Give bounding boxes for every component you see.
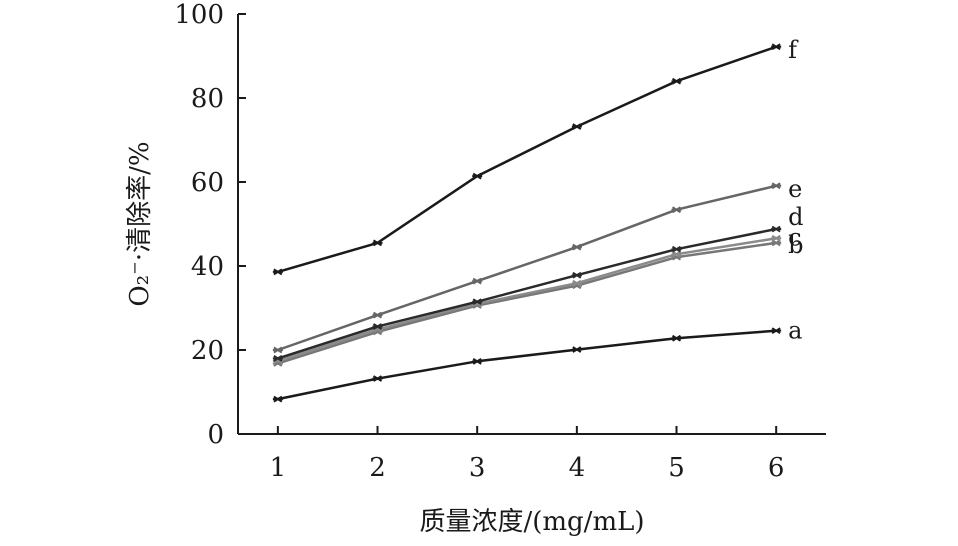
data-point-f [571, 123, 582, 130]
data-point-f [671, 77, 682, 85]
x-tick-label: 1 [270, 453, 287, 483]
data-point-d [272, 355, 283, 362]
y-ticks: 0 20 40 60 80 100 [174, 0, 246, 450]
data-point-a [771, 327, 782, 335]
data-point-f [372, 239, 383, 247]
data-point-d [571, 271, 582, 279]
x-tick-label: 3 [469, 453, 486, 483]
data-point-c [771, 234, 782, 242]
data-point-a [472, 357, 483, 365]
data-point-d [372, 323, 383, 330]
data-point-e [671, 206, 682, 214]
series-line-b [277, 241, 777, 365]
series-label-b: b [788, 231, 803, 259]
series-line-f [277, 45, 777, 274]
data-point-c [671, 250, 682, 258]
series-label-e: e [788, 175, 802, 203]
data-point-a [272, 395, 283, 403]
data-point-a [571, 346, 582, 353]
series-label-f: f [788, 36, 799, 64]
series-label-d: d [788, 203, 803, 231]
x-tick-label: 2 [369, 453, 386, 483]
data-point-b [771, 239, 782, 247]
x-tick-label: 4 [569, 453, 586, 483]
y-tick-label: 80 [191, 84, 224, 114]
data-point-a [372, 375, 383, 382]
data-point-e [571, 243, 582, 251]
data-point-d [472, 298, 483, 306]
x-tick-label: 6 [768, 453, 785, 483]
y-tick-label: 100 [174, 0, 224, 30]
x-ticks: 1 2 3 4 5 6 [270, 426, 785, 483]
series-line-e [277, 184, 777, 352]
series-line-d [277, 227, 777, 360]
y-tick-label: 20 [191, 336, 224, 366]
series-line-a [277, 329, 777, 401]
axes [237, 14, 826, 435]
data-point-f [771, 43, 782, 51]
y-tick-label: 40 [191, 252, 224, 282]
series-label-a: a [788, 317, 802, 345]
data-point-e [272, 346, 283, 354]
x-tick-label: 5 [668, 453, 685, 483]
data-point-d [671, 245, 682, 253]
series-line-c [277, 237, 777, 363]
data-point-e [771, 182, 782, 190]
data-point-a [671, 334, 682, 342]
data-point-c [571, 279, 582, 287]
y-tick-label: 60 [191, 168, 224, 198]
y-tick-label: 0 [207, 420, 224, 450]
series-label-c: c [788, 223, 801, 251]
y-axis-title: O₂⁻·清除率/% [125, 141, 155, 306]
data-point-e [472, 277, 483, 285]
x-axis-title: 质量浓度/(mg/mL) [419, 507, 644, 537]
data-point-e [372, 311, 383, 319]
data-point-d [771, 225, 782, 233]
data-point-f [472, 172, 483, 180]
data-point-f [272, 268, 283, 276]
